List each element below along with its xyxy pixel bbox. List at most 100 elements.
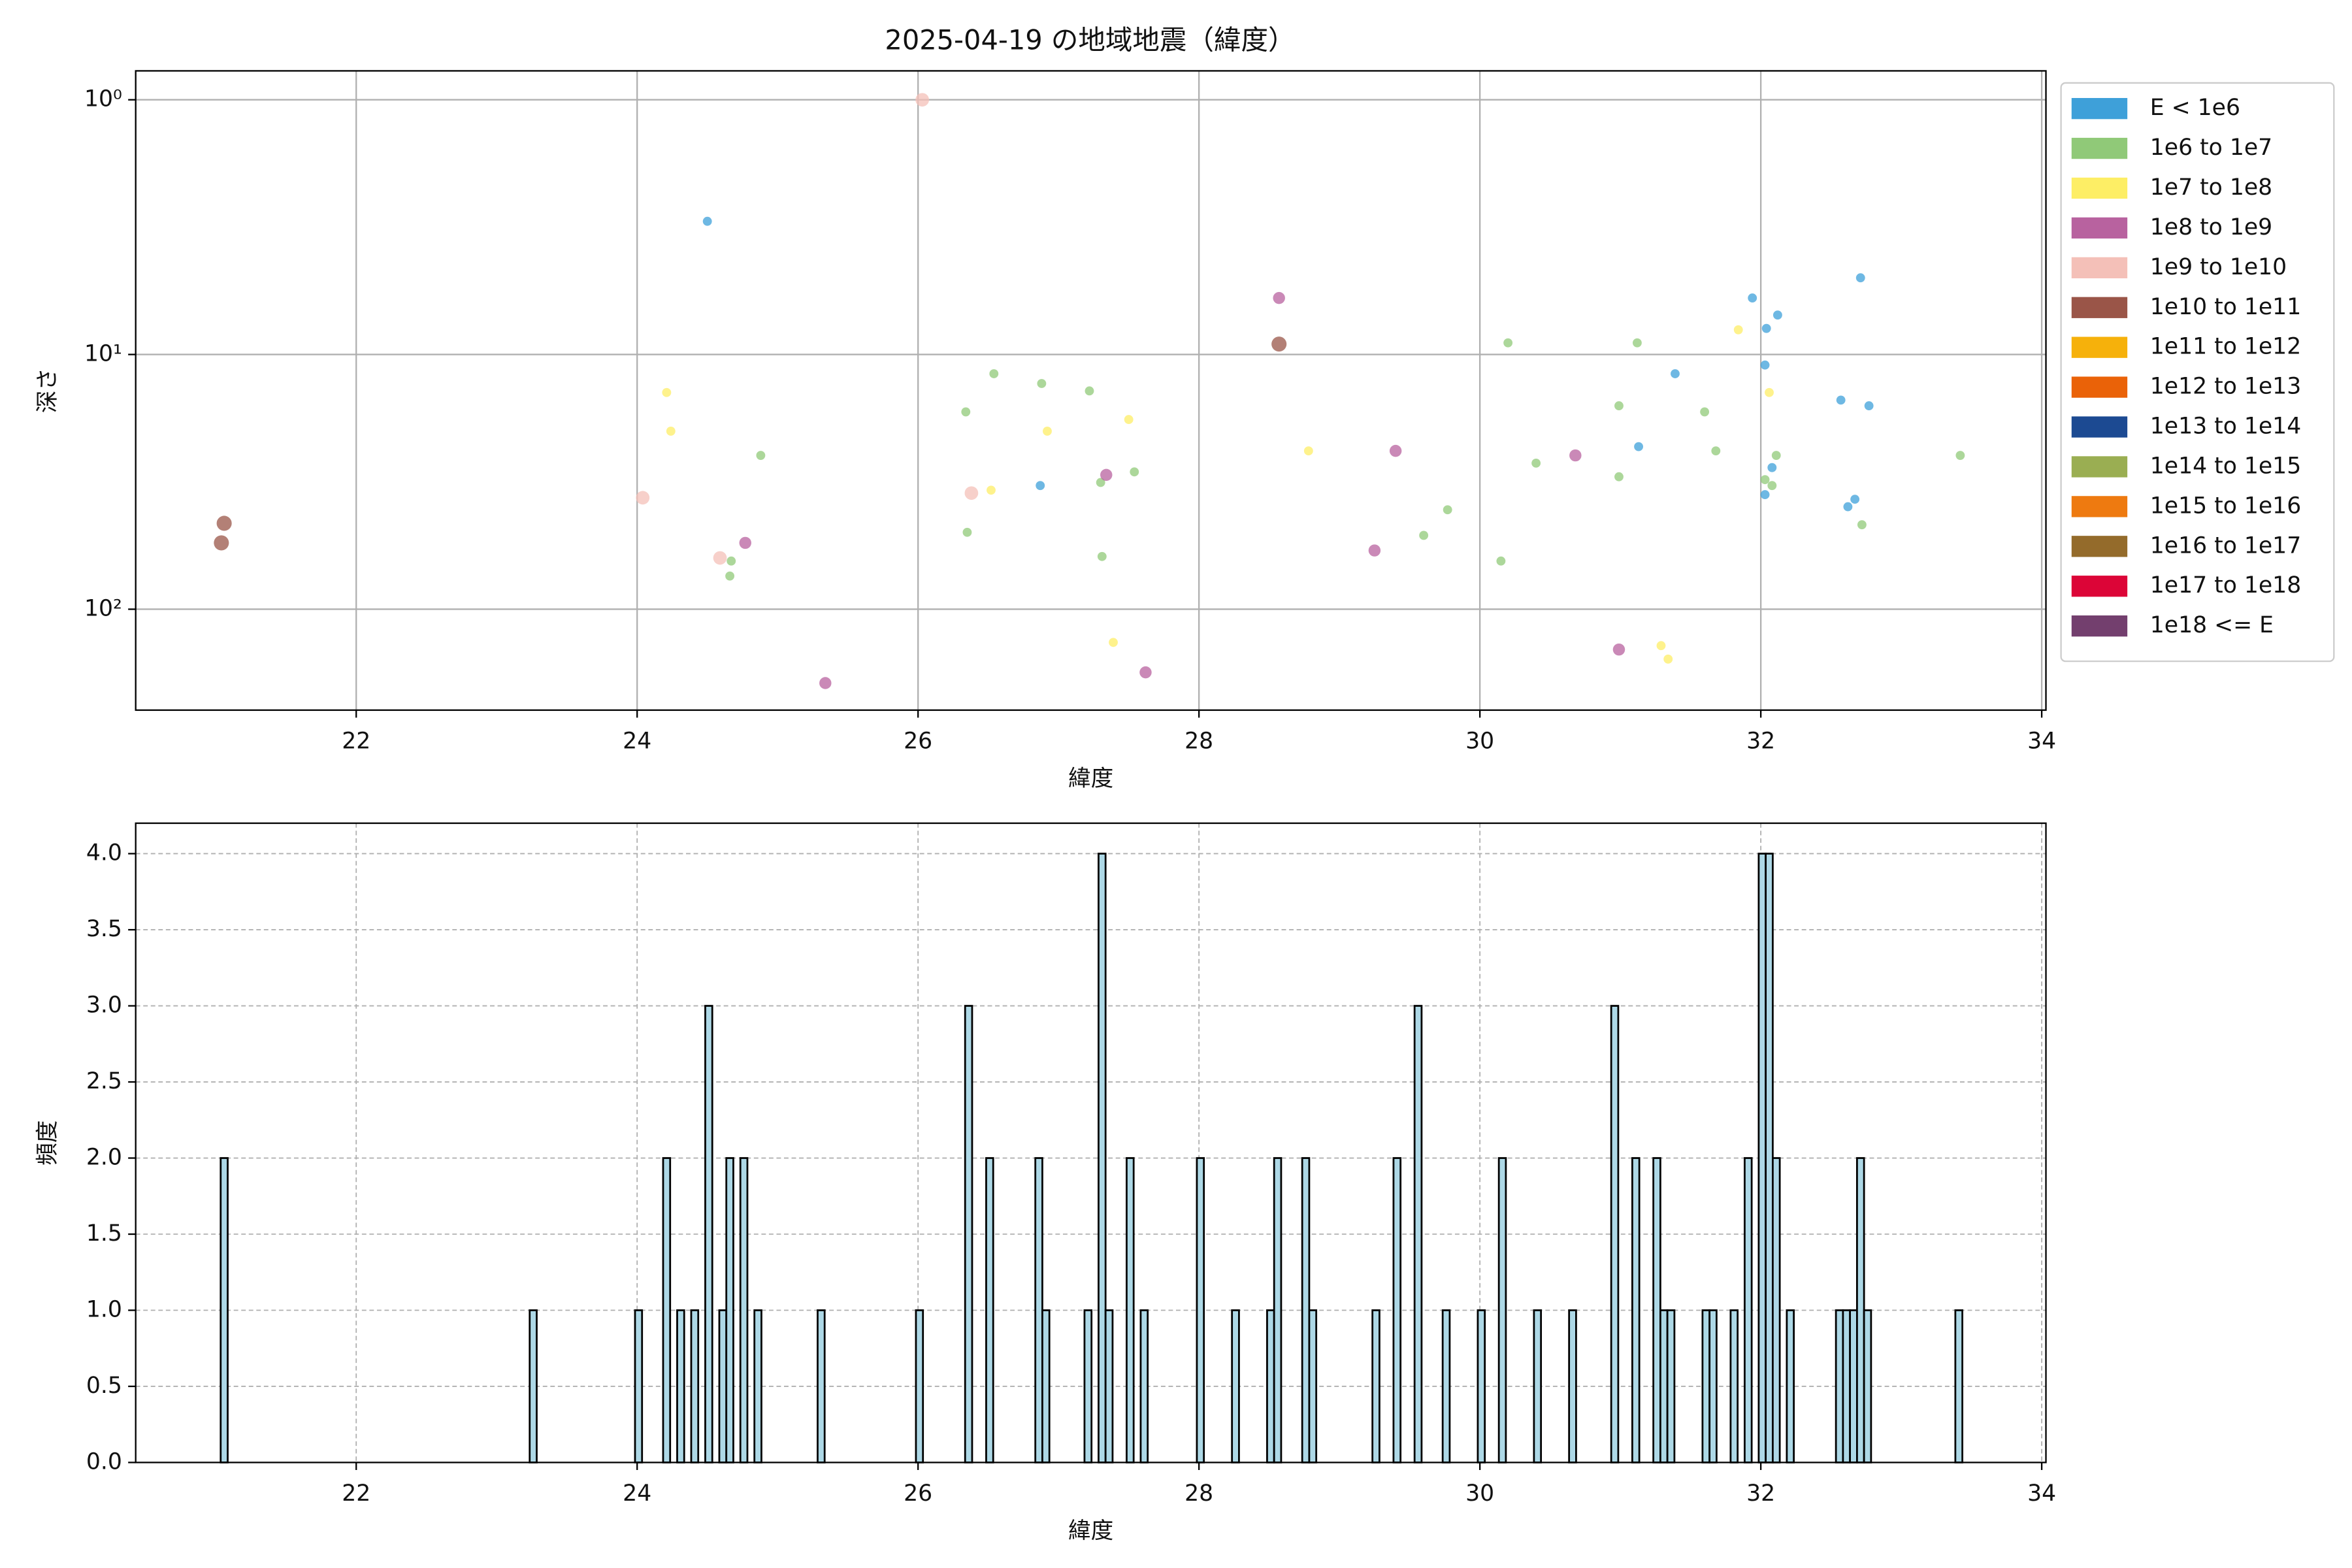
legend-swatch [2071,98,2128,120]
scatter-point [989,369,999,378]
scatter-point [1614,472,1624,482]
scatter-point [713,551,727,565]
histogram-bar [1757,853,1767,1463]
legend-swatch [2071,416,2128,438]
scatter-point [962,527,972,537]
scatter-point [1443,505,1452,515]
x-tick-label: 34 [2027,728,2056,754]
scatter-point [1748,293,1757,303]
histogram-bar [1659,1309,1669,1463]
x-tick-label: 32 [1746,728,1775,754]
legend-swatch [2071,336,2128,358]
legend-label: E < 1e6 [2150,95,2240,121]
legend-swatch [2071,456,2128,478]
legend-label: 1e14 to 1e15 [2150,453,2301,479]
legend-label: 1e18 <= E [2150,612,2274,638]
legend-swatch [2071,615,2128,637]
scatter-point [1760,360,1770,370]
histogram-bar [529,1309,538,1463]
histogram-bar [1392,1157,1402,1463]
x-axis-label: 緯度 [1068,1518,1113,1544]
scatter-point [1836,395,1846,405]
y-tick-label: 10¹ [84,341,122,367]
histogram-bar [1497,1157,1507,1463]
y-axis-label: 頻度 [35,1120,61,1166]
legend-swatch [2071,137,2128,159]
scatter-point [1036,481,1045,491]
histogram-bar [1765,853,1774,1463]
scatter-point [1496,556,1506,566]
scatter-point [1767,463,1777,472]
histogram-bar [1477,1309,1486,1463]
histogram-bar [1568,1309,1577,1463]
scatter-point [1096,478,1105,487]
scatter-point [1733,325,1743,335]
histogram-bar [753,1309,762,1463]
x-tick-label: 26 [904,1480,932,1507]
scatter-point [1109,638,1118,647]
histogram-bar [1729,1309,1739,1463]
legend-label: 1e16 to 1e17 [2150,532,2301,559]
scatter-point [1634,442,1643,451]
scatter-point [1632,338,1642,348]
scatter-point [1850,495,1860,504]
histogram-bar [1441,1309,1451,1463]
histogram-bar [1139,1309,1149,1463]
legend-label: 1e7 to 1e8 [2150,174,2272,201]
legend-swatch [2071,177,2128,199]
histogram-bar [1413,1005,1423,1463]
scatter-point [1614,401,1624,411]
histogram-bar [985,1157,994,1463]
histogram-bar [817,1309,826,1463]
legend-label: 1e6 to 1e7 [2150,135,2272,161]
scatter-point [739,536,751,549]
histogram-bar [220,1157,229,1463]
histogram-bar [739,1157,749,1463]
histogram-bar [1083,1309,1093,1463]
histogram-bar [1196,1157,1205,1463]
legend-label: 1e15 to 1e16 [2150,493,2301,519]
histogram-bar [1034,1157,1043,1463]
histogram-bar [1533,1309,1543,1463]
histogram-bar [1786,1309,1795,1463]
y-tick-label: 1.5 [86,1220,122,1247]
legend-label: 1e17 to 1e18 [2150,572,2301,598]
x-axis-label: 緯度 [1068,766,1113,792]
histogram-bar [1104,1309,1114,1463]
scatter-point [1130,467,1139,477]
histogram-bar [634,1309,644,1463]
y-tick-label: 1.0 [86,1296,122,1322]
y-tick-label: 4.0 [86,840,122,866]
histogram-bar [1652,1157,1661,1463]
legend-swatch [2071,376,2128,398]
scatter-point [636,491,650,505]
scatter-point [1772,310,1782,320]
histogram-bar [915,1309,924,1463]
scatter-point [1085,386,1094,396]
scatter-point [1303,446,1313,456]
histogram-bar [1631,1157,1641,1463]
x-tick-label: 26 [904,728,932,754]
y-tick-label: 2.0 [86,1145,122,1171]
scatter-point [1043,427,1052,436]
scatter-point [1864,401,1874,411]
legend-label: 1e11 to 1e12 [2150,334,2301,360]
legend-label: 1e12 to 1e13 [2150,374,2301,400]
scatter-point [819,677,832,689]
x-tick-label: 32 [1746,1480,1775,1507]
histogram-bar [1954,1309,1964,1463]
scatter-point [987,485,996,495]
scatter-point [1700,407,1710,417]
scatter-point [1569,449,1582,462]
histogram-bar [1863,1309,1872,1463]
scatter-point [1503,338,1513,348]
scatter-point [1765,387,1774,397]
scatter-point [756,451,766,460]
x-tick-label: 24 [623,728,651,754]
scatter-point [1037,379,1047,388]
y-tick-label: 0.5 [86,1373,122,1399]
histogram-bar [1301,1157,1311,1463]
histogram-bar [704,1005,713,1463]
scatter-point [1760,490,1770,500]
